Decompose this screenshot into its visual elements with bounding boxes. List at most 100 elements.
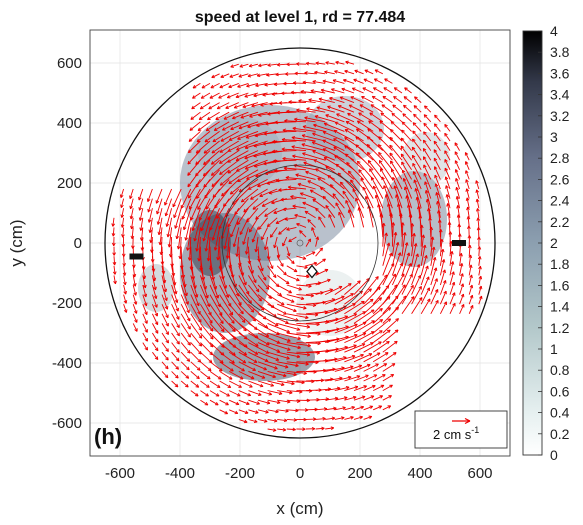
velocity-arrowhead	[275, 72, 279, 77]
velocity-arrow	[315, 168, 336, 180]
velocity-arrowhead	[230, 64, 234, 68]
velocity-arrowhead	[263, 246, 268, 251]
velocity-arrowhead	[333, 146, 337, 150]
velocity-arrowhead	[468, 254, 473, 259]
velocity-arrow	[209, 246, 212, 271]
velocity-arrowhead	[210, 84, 215, 89]
velocity-arrowhead	[274, 322, 279, 327]
velocity-arrow	[234, 102, 249, 109]
velocity-arrowhead	[211, 276, 215, 281]
velocity-arrow	[343, 79, 355, 84]
velocity-arrowhead	[310, 293, 314, 298]
velocity-arrowhead	[138, 217, 143, 221]
velocity-arrow	[248, 399, 260, 405]
velocity-arrow	[334, 70, 345, 75]
velocity-arrow	[241, 188, 259, 203]
velocity-arrow	[286, 428, 296, 431]
velocity-arrow	[296, 303, 316, 306]
velocity-arrow	[344, 70, 355, 75]
velocity-arrowhead	[348, 104, 353, 108]
velocity-arrowhead	[418, 297, 423, 301]
velocity-arrowhead	[316, 106, 321, 110]
velocity-arrow	[433, 149, 441, 161]
velocity-arrow	[418, 206, 422, 228]
velocity-arrowhead	[232, 243, 237, 248]
velocity-arrowhead	[235, 94, 240, 99]
velocity-arrowhead	[187, 317, 191, 322]
velocity-arrowhead	[243, 327, 247, 332]
velocity-arrow	[277, 418, 288, 422]
velocity-arrow	[391, 242, 399, 266]
velocity-arrow	[242, 227, 249, 245]
velocity-arrowhead	[245, 135, 250, 139]
velocity-arrow	[433, 157, 441, 171]
velocity-arrowhead	[400, 145, 405, 150]
velocity-arrowhead	[205, 205, 210, 210]
y-tick-label: 200	[57, 175, 82, 192]
velocity-arrow	[200, 303, 213, 324]
velocity-arrow	[446, 194, 451, 209]
velocity-arrowhead	[146, 198, 151, 202]
velocity-arrow	[371, 95, 384, 103]
velocity-arrow	[355, 152, 374, 171]
velocity-arrow	[315, 62, 326, 65]
velocity-arrowhead	[213, 285, 218, 290]
velocity-arrow	[286, 284, 302, 291]
velocity-arrow	[238, 121, 259, 129]
velocity-arrowhead	[111, 242, 116, 247]
velocity-arrow	[282, 158, 307, 161]
velocity-arrowhead	[201, 276, 206, 281]
velocity-arrow	[296, 342, 321, 344]
velocity-arrowhead	[254, 343, 259, 347]
velocity-arrowhead	[156, 221, 161, 225]
velocity-arrowhead	[162, 279, 167, 284]
velocity-arrowhead	[133, 292, 137, 296]
velocity-arrowhead	[286, 252, 291, 257]
velocity-arrow	[304, 117, 326, 123]
velocity-arrowhead	[185, 383, 189, 388]
velocity-arrowhead	[197, 206, 201, 210]
velocity-arrow	[363, 363, 379, 372]
velocity-arrow	[468, 284, 473, 295]
velocity-arrowhead	[242, 359, 247, 364]
velocity-arrowhead	[391, 112, 396, 117]
velocity-arrowhead	[187, 172, 191, 176]
velocity-arrowhead	[307, 334, 311, 338]
velocity-arrowhead	[417, 274, 422, 279]
velocity-arrow	[187, 159, 201, 176]
velocity-arrowhead	[243, 208, 247, 213]
velocity-arrow	[190, 284, 200, 307]
velocity-arrow	[282, 129, 307, 132]
velocity-arrowhead	[174, 299, 179, 303]
velocity-arrow	[274, 121, 297, 123]
velocity-arrow	[468, 305, 474, 314]
velocity-arrow	[161, 313, 169, 327]
velocity-arrowhead	[338, 285, 343, 290]
velocity-arrowhead	[349, 365, 354, 369]
velocity-arrowhead	[210, 172, 215, 176]
velocity-arrowhead	[219, 171, 223, 175]
velocity-arrowhead	[433, 267, 438, 272]
velocity-arrow	[327, 106, 345, 113]
velocity-arrow	[200, 399, 209, 406]
velocity-arrowhead	[237, 84, 241, 88]
velocity-arrow	[219, 390, 230, 397]
velocity-arrowhead	[271, 92, 276, 96]
velocity-arrow	[420, 298, 431, 315]
velocity-arrow	[325, 417, 335, 420]
velocity-arrow	[315, 269, 329, 276]
velocity-arrowhead	[358, 169, 362, 173]
velocity-arrow	[131, 227, 134, 239]
velocity-arrow	[219, 399, 229, 406]
velocity-arrow	[277, 303, 297, 312]
velocity-arrowhead	[435, 192, 439, 196]
velocity-arrowhead	[276, 62, 281, 67]
velocity-arrowhead	[383, 185, 387, 189]
velocity-arrowhead	[255, 288, 260, 293]
velocity-arrow	[164, 188, 173, 206]
x-tick-label: 400	[407, 465, 432, 482]
velocity-arrowhead	[392, 176, 396, 181]
velocity-arrow	[212, 217, 221, 241]
velocity-arrow	[176, 217, 182, 239]
velocity-arrow	[334, 417, 345, 420]
